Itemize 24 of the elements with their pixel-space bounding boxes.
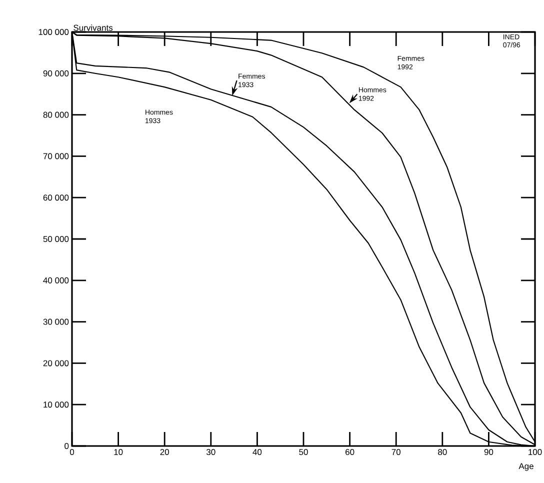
y-tick-label: 50 000 [43, 236, 69, 242]
x-tick-label: 20 [160, 449, 169, 456]
x-tick-label: 50 [299, 449, 308, 456]
x-axis-title: Age [518, 463, 534, 471]
y-tick-label: 30 000 [43, 318, 69, 325]
x-tick-label: 100 [528, 449, 542, 456]
y-tick-label: 0 [64, 442, 69, 450]
x-tick-label: 80 [438, 449, 447, 456]
x-tick-label: 40 [252, 449, 262, 456]
x-tick-label: 10 [114, 449, 123, 456]
y-tick-label: 100 000 [38, 28, 69, 35]
y-axis-title: Survivants [74, 24, 113, 31]
y-tick-label: 70 000 [43, 153, 69, 160]
y-tick-label: 60 000 [43, 194, 69, 201]
y-tick-label: 40 000 [43, 277, 69, 284]
x-tick-label: 30 [206, 449, 216, 456]
x-tick-label: 70 [392, 449, 400, 456]
x-tick-label: 60 [346, 449, 354, 456]
y-tick-label: 10 000 [44, 402, 69, 408]
y-tick-label: 20 000 [43, 360, 69, 366]
x-tick-label: 0 [70, 449, 74, 456]
y-tick-label: 80 000 [43, 112, 69, 118]
y-tick-label: 90 000 [43, 70, 69, 76]
x-tick-label: 90 [484, 449, 494, 456]
